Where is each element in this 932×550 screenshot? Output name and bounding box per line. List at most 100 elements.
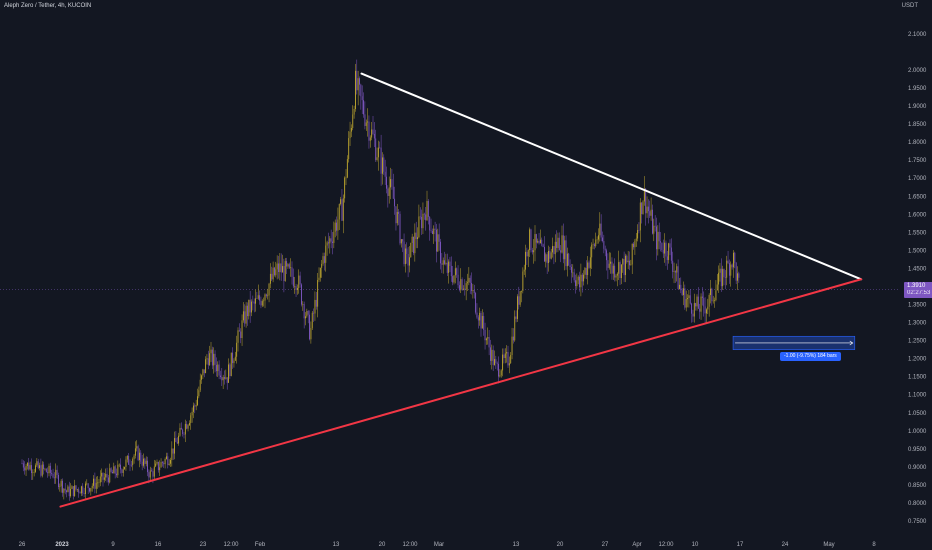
candle-body [422, 213, 424, 229]
candle-body [438, 234, 440, 242]
candle-body [188, 423, 190, 426]
candle-body [47, 472, 49, 474]
candle-body [629, 260, 630, 266]
y-tick-label: 1.9000 [908, 104, 927, 110]
candle-body [642, 201, 644, 215]
candle-body [132, 459, 134, 466]
candle-body [566, 253, 568, 267]
candle-body [58, 474, 59, 487]
candle-body [626, 255, 628, 263]
candle-body [460, 279, 462, 290]
candle-body [242, 311, 244, 321]
candle-body [701, 296, 703, 298]
candle-body [716, 284, 718, 291]
candle-body [43, 464, 45, 470]
candle-body [32, 472, 34, 474]
candle-body [634, 240, 636, 248]
candle-body [480, 312, 482, 329]
candle-body [310, 328, 312, 340]
candle-body [703, 297, 705, 307]
candle-body [503, 354, 505, 358]
candle-body [441, 263, 443, 265]
candle-body [272, 267, 274, 280]
candle-body [260, 300, 262, 306]
candle-body [214, 353, 216, 365]
candle-body [284, 261, 286, 282]
candle-body [149, 470, 151, 478]
candle-body [656, 226, 657, 250]
candle-body [526, 251, 528, 257]
candle-body [76, 489, 78, 490]
candle-body [430, 230, 432, 232]
candle-body [545, 254, 547, 262]
candle-body [342, 198, 344, 221]
candle-body [515, 316, 517, 319]
candle-body [337, 219, 339, 231]
candle-body [292, 276, 294, 287]
candle-body [720, 268, 722, 287]
candle-body [689, 295, 691, 304]
candle-body [35, 465, 36, 472]
candle-body [433, 228, 435, 235]
candle-body [510, 355, 512, 364]
candle-body [296, 287, 298, 290]
candle-body [139, 452, 140, 461]
candle-body [269, 273, 271, 284]
support-trendline [59, 278, 863, 508]
candle-body [82, 486, 84, 494]
x-tick-label: Apr [632, 542, 641, 548]
candle-body [437, 234, 439, 252]
candle-body [279, 263, 281, 273]
candle-body [291, 267, 293, 277]
candle-body [606, 250, 607, 261]
candle-body [620, 264, 622, 279]
candle-body [156, 461, 158, 464]
candle-body [599, 223, 601, 236]
range-arrow-head [849, 340, 854, 346]
candle-body [726, 260, 728, 278]
candle-body [499, 375, 501, 377]
candle-body [646, 206, 648, 214]
candle-body [485, 338, 487, 341]
candle-body [647, 206, 649, 212]
candle-body [326, 242, 328, 246]
candle-body [186, 423, 188, 429]
candle-body [121, 469, 123, 473]
candle-body [372, 129, 374, 134]
candle-body [674, 271, 676, 273]
candle-body [187, 425, 189, 429]
candle-body [529, 229, 531, 251]
candle-body [328, 242, 329, 244]
candle-body [421, 216, 423, 229]
x-tick-label: 20 [379, 542, 386, 548]
candle-body [118, 464, 120, 466]
candle-body [518, 296, 520, 305]
candle-body [122, 469, 124, 473]
candle-body [213, 353, 215, 366]
candle-body [425, 214, 427, 221]
candle-body [572, 272, 574, 274]
candle-body [125, 459, 127, 467]
candle-body [25, 465, 27, 471]
candle-body [191, 411, 193, 416]
candle-body [332, 241, 333, 243]
candle-body [400, 239, 402, 244]
candle-body [392, 186, 394, 199]
x-tick-label: 23 [200, 542, 207, 548]
candle-body [86, 483, 88, 485]
candle-body [384, 171, 386, 177]
candle-body [145, 460, 147, 464]
y-tick-label: 1.8000 [908, 140, 927, 146]
candle-body [714, 300, 715, 301]
candle-body [660, 241, 661, 243]
candle-body [95, 482, 97, 489]
candle-body [492, 349, 494, 365]
candle-body [558, 237, 560, 251]
y-tick-label: 1.8500 [908, 122, 927, 128]
candle-body [64, 488, 66, 491]
candle-body [650, 209, 652, 216]
candle-body [531, 250, 533, 253]
candle-body [700, 296, 702, 312]
candle-body [737, 273, 738, 281]
